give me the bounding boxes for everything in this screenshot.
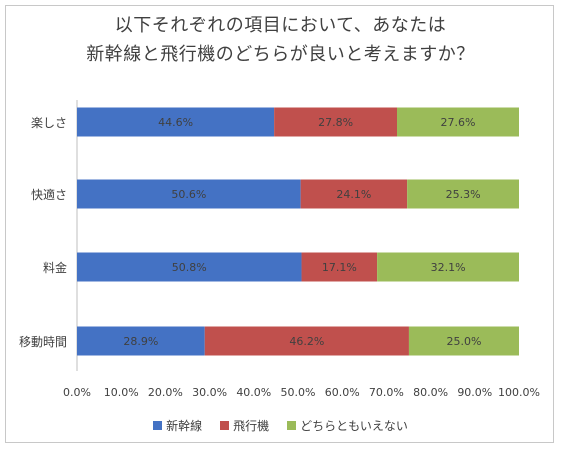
bar-segment xyxy=(397,107,519,137)
bar-segment xyxy=(77,179,301,209)
data-label: 27.6% xyxy=(441,116,476,129)
legend-swatch xyxy=(287,421,297,430)
chart-title-line-2: 新幹線と飛行機のどちらが良いと考えますか？ xyxy=(86,44,475,65)
category-label: 移動時間 xyxy=(19,335,67,349)
data-label: 28.9% xyxy=(123,335,158,348)
legend-label: 飛行機 xyxy=(233,419,270,433)
x-tick-label: 50.0% xyxy=(281,386,316,399)
x-tick-label: 90.0% xyxy=(457,386,492,399)
legend-label: 新幹線 xyxy=(166,419,203,433)
x-tick-label: 20.0% xyxy=(148,386,183,399)
data-label: 46.2% xyxy=(289,335,324,348)
bar-segment xyxy=(274,107,398,137)
x-tick-label: 60.0% xyxy=(325,386,360,399)
data-label: 27.8% xyxy=(318,116,353,129)
legend-item: どちらともいえない xyxy=(287,417,408,434)
data-label: 25.3% xyxy=(446,188,481,201)
x-tick-label: 0.0% xyxy=(63,386,91,399)
category-label: 楽しさ xyxy=(31,116,67,130)
data-label: 24.1% xyxy=(336,188,371,201)
data-label: 44.6% xyxy=(158,116,193,129)
x-tick-label: 80.0% xyxy=(413,386,448,399)
bar-segment xyxy=(377,252,519,282)
legend-label: どちらともいえない xyxy=(300,419,408,433)
bar-segment xyxy=(77,326,205,356)
bar-segment xyxy=(407,179,519,209)
data-label: 25.0% xyxy=(446,335,481,348)
data-label: 17.1% xyxy=(322,261,357,274)
x-tick-label: 30.0% xyxy=(192,386,227,399)
category-label: 料金 xyxy=(43,260,67,275)
chart-title-line-1: 以下それぞれの項目において、あなたは xyxy=(114,15,447,36)
x-tick-label: 100.0% xyxy=(498,386,540,399)
x-tick-label: 10.0% xyxy=(104,386,139,399)
x-tick-label: 40.0% xyxy=(236,386,271,399)
bar-segment xyxy=(408,326,519,356)
bar-segment xyxy=(300,179,408,209)
bar-segment xyxy=(77,107,275,137)
x-tick-label: 70.0% xyxy=(369,386,404,399)
data-label: 50.8% xyxy=(172,261,207,274)
legend-item: 新幹線 xyxy=(153,417,202,434)
data-label: 32.1% xyxy=(431,261,466,274)
chart-legend: 新幹線 飛行機 どちらともいえない xyxy=(0,417,561,434)
chart-frame xyxy=(5,5,554,443)
bar-segment xyxy=(301,252,378,282)
category-label: 快適さ xyxy=(31,187,67,202)
legend-swatch xyxy=(153,421,163,430)
bar-segment xyxy=(204,326,409,356)
bar-segment xyxy=(77,252,302,282)
data-label: 50.6% xyxy=(171,188,206,201)
legend-swatch xyxy=(220,421,230,430)
legend-item: 飛行機 xyxy=(220,417,269,434)
